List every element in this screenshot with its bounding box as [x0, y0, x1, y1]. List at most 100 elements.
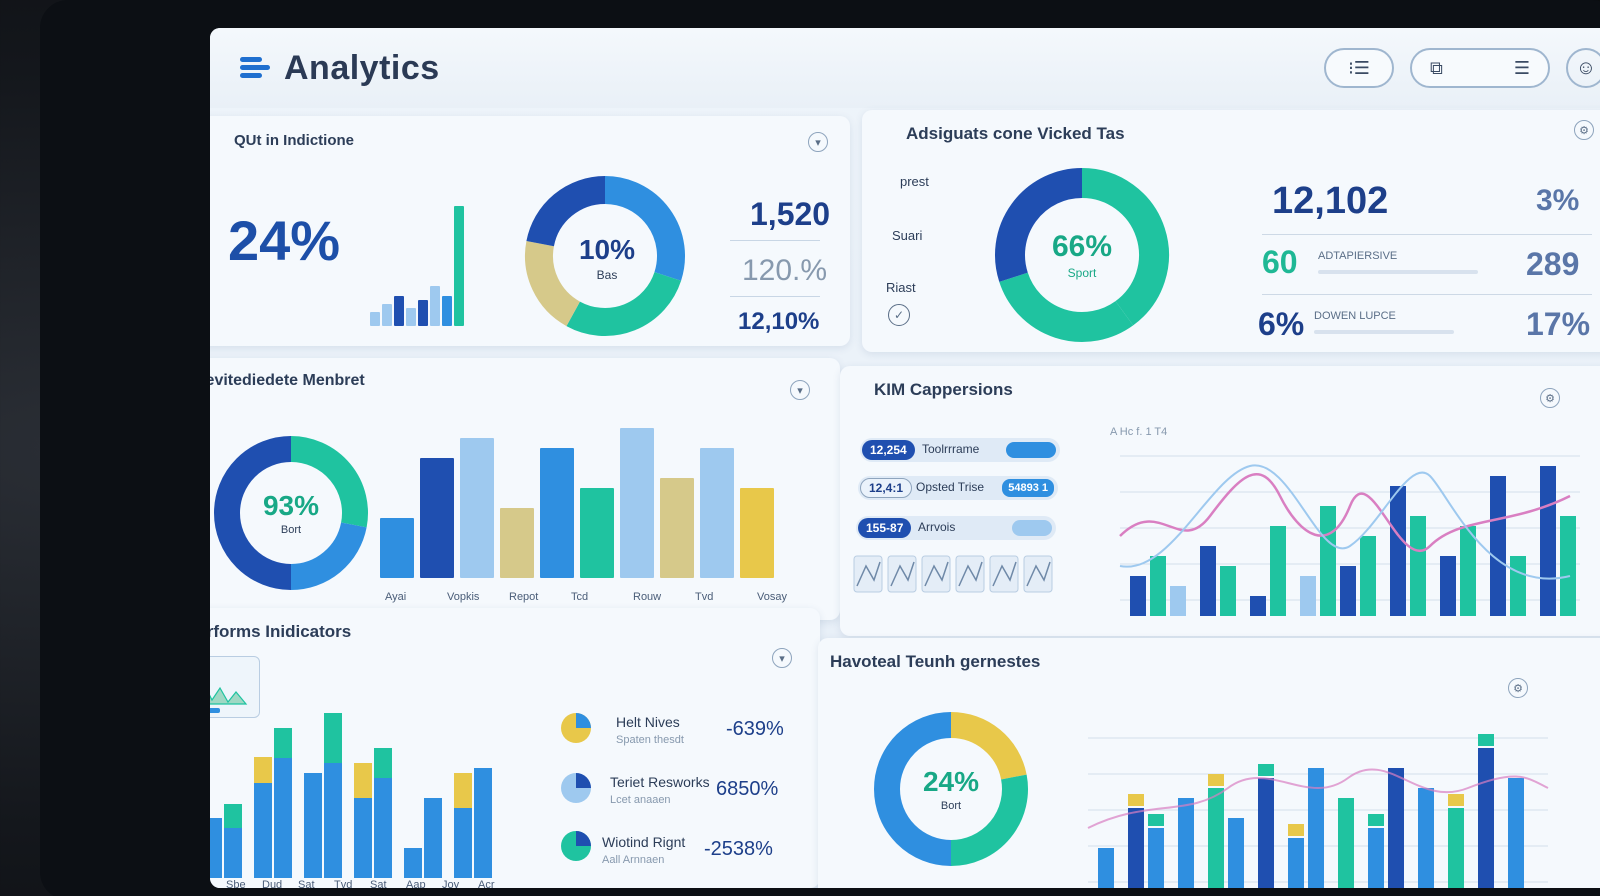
card-indictions: QUt in Indictione ▾ 24% 10% Bas 1,520 12…: [210, 116, 850, 346]
row-2-subline: [1318, 270, 1478, 274]
chart-bar: [1560, 516, 1576, 616]
chart-bar: [420, 458, 454, 578]
trend-line: [1087, 768, 1549, 829]
list-row-1[interactable]: 12,254 Toolrrrame: [860, 438, 1060, 462]
card-settings-icon[interactable]: ⚙: [1508, 678, 1528, 698]
card-title: QUt in Indictione: [234, 132, 354, 149]
chart-bar-segment: [1258, 764, 1274, 776]
top-bar: Analytics ⁝☰ ⧉ ☰ ☺: [210, 28, 1600, 108]
chart-bar-segment: [354, 763, 372, 798]
dashboard-screen: Analytics ⁝☰ ⧉ ☰ ☺ QUt in Indictione ▾ 2…: [210, 28, 1600, 888]
donut-segment: [999, 272, 1134, 342]
x-axis-label: Tvd: [695, 591, 713, 603]
card-title: Adsiguats cone Vicked Tas: [906, 124, 1125, 143]
chart-bar: [254, 783, 272, 878]
card-settings-icon[interactable]: ⚙: [1540, 388, 1560, 408]
chart-bar-segment: [1448, 794, 1464, 806]
trend-line: [1119, 473, 1571, 553]
chart-bar: [374, 778, 392, 878]
chart-bar: [354, 798, 372, 878]
chart-bar: [418, 300, 428, 326]
chart-bar: [370, 312, 380, 326]
card-settings-icon[interactable]: ⚙: [1574, 120, 1594, 140]
donut-segment: [526, 176, 606, 247]
thumbnail: [853, 555, 883, 593]
row-1-value: 12,102: [1272, 180, 1389, 222]
row-tag: 54893 1: [1002, 479, 1054, 497]
row-1-right: 3%: [1536, 184, 1580, 217]
donut-segment: [566, 271, 682, 336]
badge-icon[interactable]: ✓: [888, 304, 910, 326]
sparkline-thumbnail: [210, 656, 260, 718]
donut-label: Bort: [940, 800, 962, 812]
chart-bar: [500, 508, 534, 578]
chart-bar: [700, 448, 734, 578]
chart-bar: [1148, 828, 1164, 888]
row-badge: 12,4:1: [860, 478, 913, 498]
list-row-3[interactable]: 155-87 Arrvois: [856, 516, 1056, 540]
chart-bar: [1410, 516, 1426, 616]
user-icon: ☺: [1575, 56, 1597, 79]
chart-bar-segment: [1478, 734, 1494, 746]
row-bar: [1006, 442, 1056, 458]
list-filter-icon: ⁝☰: [1348, 57, 1370, 78]
kpi-pie-icon-slice: [576, 713, 591, 728]
progress-bar: [210, 708, 220, 713]
card-title: Hevitediedete Menbret: [210, 372, 365, 389]
sparkline: [856, 561, 881, 587]
list-row-2[interactable]: 12,4:1 Opsted Trise 54893 1: [858, 476, 1058, 500]
donut-segment: [950, 774, 1028, 866]
chart-bar: [540, 448, 574, 578]
sparkline: [924, 561, 949, 587]
filter-button[interactable]: ⁝☰: [1324, 48, 1394, 88]
sparkline: [992, 561, 1017, 587]
card-filter-icon[interactable]: ▾: [790, 380, 810, 400]
chart-bar: [1150, 556, 1166, 616]
combo-bar-line-chart: [1119, 455, 1580, 616]
sparkline: [1026, 561, 1051, 587]
donut-value: 10%: [578, 234, 636, 265]
layout-icon: ⧉: [1430, 57, 1443, 78]
chart-bar: [740, 488, 774, 578]
chart-bar: [1128, 808, 1144, 888]
thumbnail: [887, 555, 917, 593]
brand: Analytics: [240, 49, 440, 88]
chart-bar: [1368, 828, 1384, 888]
x-axis-label: Tvd: [334, 879, 352, 888]
stat-1: 1,520: [750, 196, 831, 232]
legend-item-1: prest: [900, 174, 929, 189]
chart-bar: [304, 773, 322, 878]
x-axis-label: Vopkis: [447, 591, 480, 603]
chart-bar: [1448, 808, 1464, 888]
card-filter-icon[interactable]: ▾: [808, 132, 828, 152]
x-axis-label: Tcd: [571, 591, 588, 603]
chart-bar: [442, 296, 452, 326]
kpi-item-3-sub: Aall Arnnaen: [602, 854, 665, 866]
card-filter-icon[interactable]: ▾: [772, 648, 792, 668]
layout-menu-button[interactable]: ⧉ ☰: [1410, 48, 1550, 88]
card-kim-cappersions: KIM Cappersions ⚙ 12,254 Toolrrrame 12,4…: [840, 366, 1600, 636]
chart-bar: [1258, 778, 1274, 888]
kpi-item-2-value: 6850%: [716, 778, 779, 800]
donut-segment: [874, 712, 952, 866]
kpi-item-1-sub: Spaten thesdt: [616, 734, 684, 746]
chart-bar: [1338, 798, 1354, 888]
chart-bar: [1340, 566, 1356, 616]
row-2-label: ADTAPIERSIVE: [1318, 250, 1398, 262]
donut-segment: [995, 168, 1083, 282]
divider: [730, 240, 820, 241]
chart-bar: [1418, 788, 1434, 888]
trend-line: [1119, 464, 1571, 580]
sparkline: [958, 561, 983, 587]
chart-bar: [1098, 848, 1114, 888]
chart-bar: [380, 518, 414, 578]
monitor-bezel: Analytics ⁝☰ ⧉ ☰ ☺ QUt in Indictione ▾ 2…: [40, 0, 1600, 896]
x-axis-label: Sat: [298, 879, 315, 888]
x-axis-label: Ayai: [385, 591, 406, 603]
user-button[interactable]: ☺: [1566, 48, 1600, 88]
donut-segment: [290, 436, 368, 528]
donut-value: 66%: [1051, 230, 1113, 263]
kpi-item-3-name: Wiotind Rignt: [602, 834, 686, 850]
row-label: Opsted Trise: [916, 480, 985, 494]
chart-bar: [1490, 476, 1506, 616]
